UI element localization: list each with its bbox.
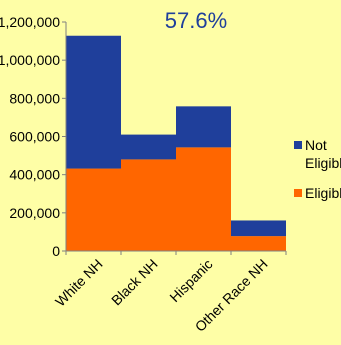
y-tick-label: 600,000 [9, 129, 60, 145]
legend-swatch-not-eligible [294, 141, 302, 149]
y-axis-labels: 0 200,000 400,000 600,000 800,000 1,000,000 1,… [0, 14, 60, 259]
bar-eligible [231, 236, 286, 251]
axes [62, 21, 287, 255]
legend-label-eligible: Eligible [305, 185, 341, 201]
chart-annotation: 57.6% [165, 8, 227, 33]
bar-eligible [176, 147, 231, 251]
legend-swatch-eligible [294, 189, 302, 197]
y-tick-label: 1,200,000 [0, 14, 60, 30]
bar-not-eligible [176, 106, 231, 148]
bar-eligible [66, 168, 121, 251]
y-tick-label: 400,000 [9, 167, 60, 183]
y-tick-label: 800,000 [9, 90, 60, 106]
bar-not-eligible [66, 35, 121, 169]
x-tick-label: Hispanic [166, 256, 215, 305]
bar-eligible [121, 159, 176, 251]
x-tick-label: White NH [52, 256, 106, 310]
x-tick-label: Black NH [108, 256, 161, 309]
y-tick-label: 1,000,000 [0, 52, 60, 68]
y-tick-label: 200,000 [9, 205, 60, 221]
y-tick-label: 0 [52, 243, 60, 259]
legend-label-not-eligible: NotEligible [305, 137, 341, 171]
bar-not-eligible [121, 134, 176, 160]
bars [66, 35, 286, 251]
bar-not-eligible [231, 220, 286, 237]
legend: NotEligible Eligible [294, 137, 341, 201]
